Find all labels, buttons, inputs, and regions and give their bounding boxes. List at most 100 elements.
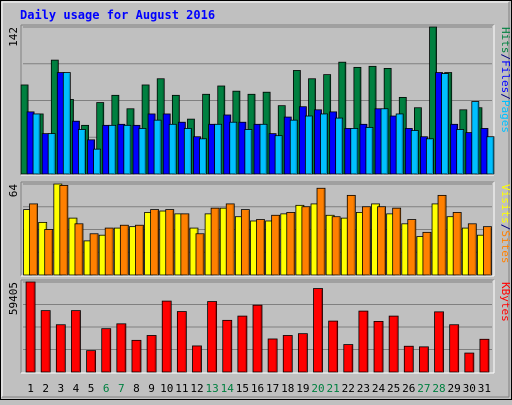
day-label-21: 21 (327, 382, 340, 395)
bar-sites-day-8 (135, 224, 144, 276)
day-label-25: 25 (387, 382, 400, 395)
bar-pages-day-27 (426, 138, 434, 175)
bar-sites-day-4 (74, 223, 84, 276)
bar-pages-day-26 (410, 130, 419, 175)
day-label-7: 7 (118, 382, 125, 395)
bar-sites-day-12 (195, 233, 205, 276)
bar-pages-day-15 (244, 129, 253, 175)
bar-sites-day-17 (271, 214, 281, 276)
bar-sites-day-15 (240, 209, 250, 276)
legend-separator: / (499, 93, 512, 100)
day-label-5: 5 (88, 382, 95, 395)
axis-max-label: 59405 (7, 282, 20, 315)
bar-pages-day-3 (62, 72, 71, 175)
day-label-6: 6 (103, 382, 110, 395)
bar-kbytes-day-10 (161, 300, 172, 373)
bar-kbytes-day-1 (25, 281, 36, 373)
bar-pages-day-8 (138, 128, 147, 175)
axis-max-label: 64 (7, 184, 20, 198)
bar-sites-day-3 (59, 185, 69, 276)
bar-sites-day-7 (119, 224, 129, 276)
bar-kbytes-day-25 (388, 315, 399, 373)
bar-pages-day-28 (441, 73, 449, 175)
day-label-16: 16 (251, 382, 264, 395)
bar-kbytes-day-19 (297, 333, 308, 373)
bar-kbytes-day-26 (403, 345, 414, 373)
bar-kbytes-day-20 (313, 288, 323, 373)
bar-sites-day-28 (437, 194, 447, 276)
bar-pages-day-16 (259, 123, 268, 175)
bar-kbytes-day-28 (434, 311, 444, 373)
day-label-17: 17 (266, 382, 279, 395)
bar-kbytes-day-16 (252, 304, 263, 373)
bar-sites-day-13 (210, 207, 220, 276)
bar-kbytes-day-6 (101, 328, 112, 373)
bar-sites-day-31 (483, 226, 492, 276)
chart-title: Daily usage for August 2016 (20, 8, 215, 22)
bar-pages-day-11 (183, 128, 192, 175)
bar-pages-day-2 (47, 133, 56, 175)
bar-sites-day-22 (346, 194, 356, 276)
day-label-3: 3 (58, 382, 65, 395)
day-labels: 1 2 3 4 5 6 7 8 9 10 11 12 13 14 15 16 17 18 19 20 21 22 23 24 2… (27, 382, 491, 395)
bar-pages-day-5 (93, 148, 101, 175)
bar-sites-day-29 (452, 212, 462, 276)
bar-sites-day-27 (422, 231, 432, 276)
day-label-10: 10 (160, 382, 173, 395)
bar-kbytes-day-17 (267, 338, 278, 373)
bar-sites-day-25 (392, 207, 402, 276)
bar-pages-day-22 (350, 128, 359, 175)
day-label-13: 13 (205, 382, 218, 395)
bar-kbytes-day-14 (222, 319, 233, 373)
bar-pages-day-17 (274, 135, 283, 175)
bar-sites-day-1 (29, 203, 38, 276)
day-label-11: 11 (175, 382, 188, 395)
day-label-4: 4 (73, 382, 80, 395)
bar-pages-day-20 (320, 113, 328, 175)
bar-kbytes-day-24 (373, 320, 384, 373)
bar-kbytes-day-21 (328, 320, 339, 373)
panel-visits-sites: 64 Visits/Sites (7, 181, 512, 277)
legend-item-pages: Pages (499, 100, 512, 133)
day-label-1: 1 (27, 382, 34, 395)
bar-kbytes-day-27 (419, 346, 429, 373)
bar-kbytes-day-18 (282, 335, 293, 373)
day-label-8: 8 (133, 382, 140, 395)
bar-pages-day-6 (108, 124, 117, 175)
day-label-30: 30 (463, 382, 476, 395)
legend-hits-files-pages: Hits/Files/Pages (499, 27, 512, 133)
bar-pages-day-13 (214, 123, 223, 175)
day-label-2: 2 (42, 382, 49, 395)
day-label-20: 20 (311, 382, 324, 395)
legend-item-files: Files (499, 60, 512, 93)
day-label-14: 14 (221, 382, 235, 395)
bar-kbytes-day-9 (146, 335, 157, 373)
bar-sites-day-26 (407, 219, 417, 276)
bar-sites-day-16 (256, 219, 265, 276)
bar-sites-day-30 (467, 223, 477, 276)
bar-sites-day-24 (377, 206, 386, 276)
legend-separator: / (499, 54, 512, 61)
bar-pages-day-31 (486, 136, 495, 175)
bar-sites-day-6 (104, 227, 114, 276)
day-label-28: 28 (432, 382, 445, 395)
day-label-26: 26 (402, 382, 415, 395)
bar-pages-day-10 (168, 123, 177, 175)
bar-pages-day-1 (32, 113, 41, 175)
bar-kbytes-day-15 (237, 315, 248, 373)
day-label-18: 18 (281, 382, 294, 395)
day-label-27: 27 (417, 382, 430, 395)
bar-kbytes-day-29 (449, 324, 460, 373)
bar-kbytes-day-3 (55, 324, 66, 373)
bar-sites-day-23 (362, 206, 371, 276)
bar-pages-day-30 (471, 101, 480, 175)
day-label-23: 23 (357, 382, 370, 395)
bar-sites-day-2 (44, 229, 54, 276)
bar-pages-day-4 (78, 129, 86, 175)
legend-item-hits: Hits (499, 27, 512, 54)
bar-kbytes-day-4 (71, 310, 81, 373)
legend-visits-sites: Visits/Sites (499, 184, 512, 264)
bar-kbytes-day-8 (131, 339, 142, 373)
